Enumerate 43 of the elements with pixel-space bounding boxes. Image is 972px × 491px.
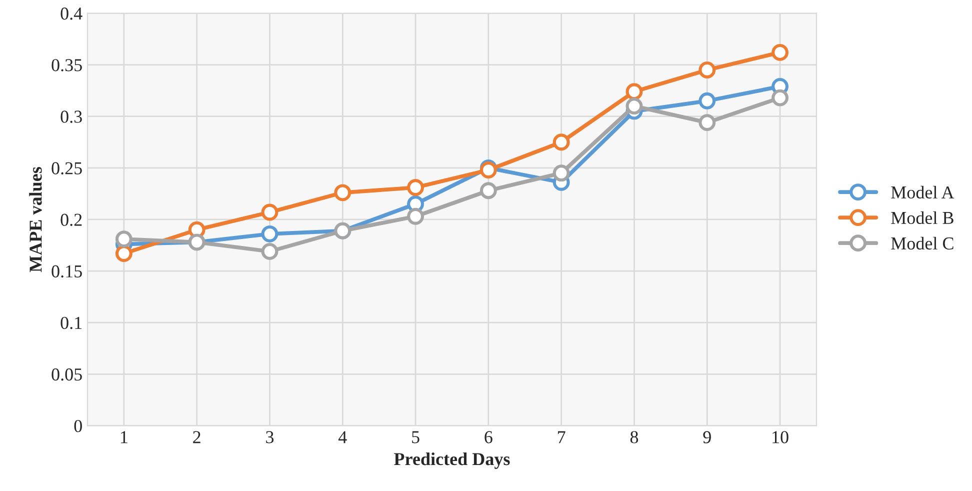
legend-label: Model B xyxy=(891,211,954,224)
x-tick-label: 2 xyxy=(193,431,200,444)
x-tick-label: 10 xyxy=(772,431,788,444)
x-tick-label: 1 xyxy=(121,431,128,444)
point xyxy=(261,204,278,221)
legend-label: Model A xyxy=(891,186,954,199)
point xyxy=(115,230,132,248)
y-tick-label: 0.35 xyxy=(52,59,82,72)
y-tick-label: 0.4 xyxy=(60,8,82,20)
point xyxy=(115,245,132,262)
x-tick-label: 3 xyxy=(266,431,274,444)
y-tick-label: 0.2 xyxy=(60,214,82,226)
x-tick-label: 9 xyxy=(703,431,711,444)
x-tick-label: 7 xyxy=(558,431,566,444)
point xyxy=(772,89,789,106)
y-tick-label: 0.25 xyxy=(52,162,82,174)
point xyxy=(626,98,643,115)
x-tick-label: 5 xyxy=(412,431,420,444)
y-tick-label: 0.1 xyxy=(60,316,82,330)
y-tick-label: 0 xyxy=(74,420,82,432)
x-tick-label: 6 xyxy=(484,431,492,444)
y-tick-label: 0.05 xyxy=(52,368,82,381)
point xyxy=(261,242,278,260)
point xyxy=(698,61,716,78)
point xyxy=(407,179,424,196)
x-tick-label: 4 xyxy=(338,431,347,444)
y-tick-label: 0.15 xyxy=(52,265,82,278)
y-tick-label: 0.3 xyxy=(60,110,82,123)
point xyxy=(626,83,643,100)
point xyxy=(698,92,716,110)
point xyxy=(698,114,716,132)
legend-label: Model C xyxy=(891,236,954,250)
x-tick-label: 8 xyxy=(630,431,638,444)
point xyxy=(552,164,570,182)
point xyxy=(480,182,497,200)
y-axis-title: MAPE values xyxy=(29,167,42,272)
point xyxy=(261,225,278,242)
x-axis-title: Predicted Days xyxy=(394,452,510,469)
point xyxy=(480,162,497,178)
point xyxy=(334,184,352,202)
point xyxy=(552,134,570,151)
point xyxy=(407,208,424,225)
point xyxy=(772,44,789,61)
